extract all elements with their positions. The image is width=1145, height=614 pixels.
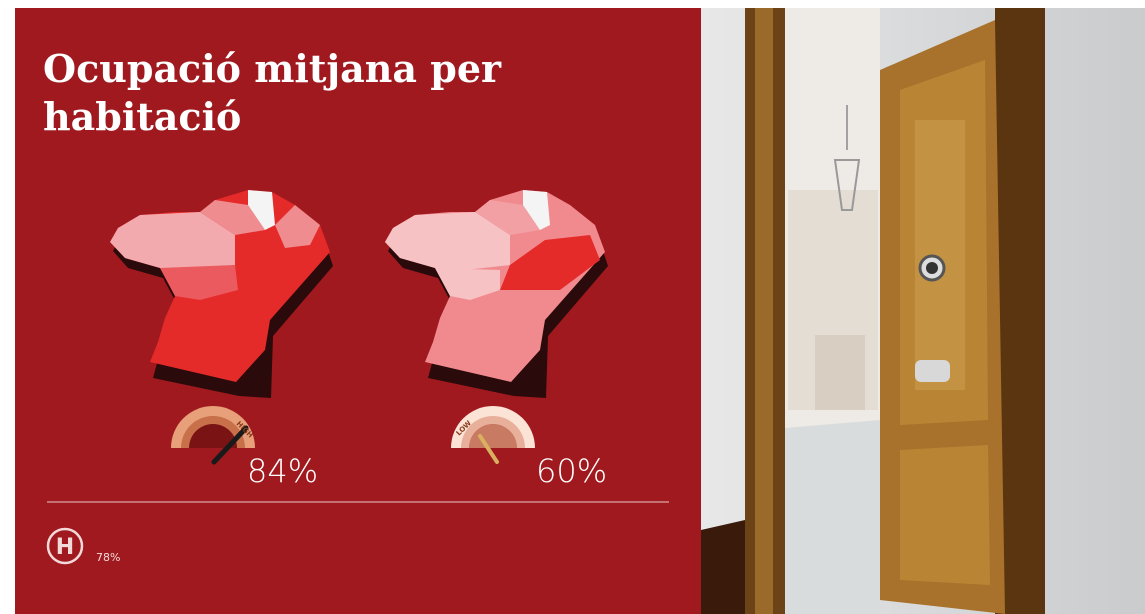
gauge-value: 60% <box>536 452 607 490</box>
footer-value: 78% <box>96 551 120 564</box>
gauge-value: 84% <box>247 452 318 490</box>
infographic: Ocupació mitjana per habitació HIGH 84% … <box>0 0 1145 614</box>
title-line: habitació <box>43 94 241 139</box>
page: Ocupació mitjana per habitació HIGH 84% … <box>0 0 1145 614</box>
title-line: Ocupació mitjana per <box>43 46 502 91</box>
icon-letter: H <box>56 535 74 560</box>
photo <box>701 8 1145 614</box>
